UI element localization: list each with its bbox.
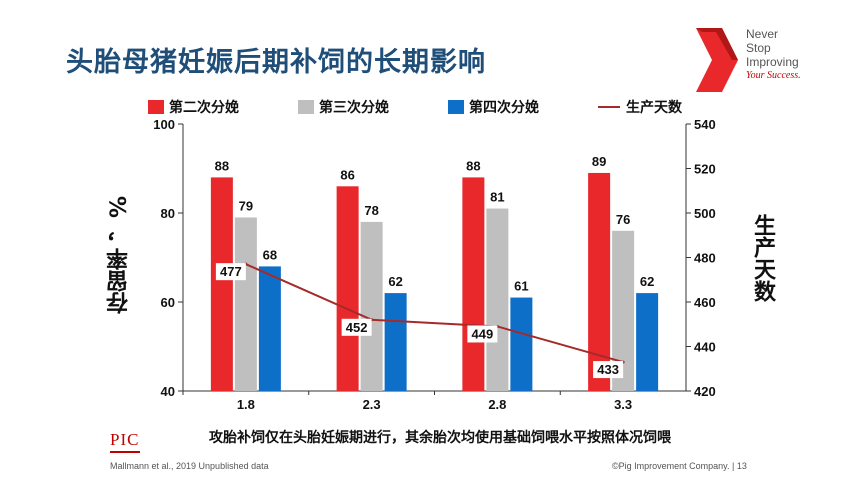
bar-series-2	[612, 230, 635, 391]
bar-data-label: 62	[388, 274, 402, 289]
bar-data-label: 76	[616, 212, 630, 227]
brand-line-1: Never	[746, 27, 779, 41]
brand-line-2: Stop	[746, 41, 771, 55]
bar-series-3	[636, 293, 659, 391]
legend-swatch	[148, 100, 164, 114]
y2-tick-label: 500	[694, 206, 716, 221]
bar-series-2	[234, 217, 257, 391]
pic-logo-underline	[110, 451, 140, 453]
line-label-bg	[215, 263, 246, 281]
pic-logo: PIC	[110, 430, 140, 449]
bar-series-3	[258, 266, 281, 391]
y-tick-label: 60	[161, 295, 175, 310]
y-tick-label: 40	[161, 384, 175, 399]
legend-item-series-3: 第四次分娩	[448, 97, 539, 117]
bar-data-label: 62	[640, 274, 654, 289]
y2-tick-label: 480	[694, 251, 716, 266]
legend-item-series-1: 第二次分娩	[148, 97, 239, 117]
legend-label: 第二次分娩	[169, 100, 239, 116]
bar-data-label: 61	[514, 279, 528, 294]
legend-line-swatch	[598, 106, 620, 108]
bar-series-2	[360, 221, 383, 391]
x-axis-label: 攻胎补饲仅在头胎妊娠期进行，其余胎次均使用基础饲喂水平按照体况饲喂	[209, 430, 671, 446]
bar-series-1	[462, 177, 485, 391]
bar-series-2	[486, 208, 509, 391]
legend-item-series-4: 生产天数	[598, 97, 682, 117]
x-tick-label: 3.3	[614, 397, 632, 412]
line-data-label: 433	[597, 362, 619, 377]
legend-label: 第三次分娩	[319, 100, 389, 116]
y2-axis-label: 生产天数	[750, 214, 775, 302]
y2-tick-label: 520	[694, 162, 716, 177]
line-label-bg	[341, 318, 372, 336]
bar-data-label: 88	[466, 158, 480, 173]
bar-data-label: 81	[490, 190, 504, 205]
bar-data-label: 79	[239, 198, 253, 213]
line-data-label: 449	[472, 326, 494, 341]
bar-series-1	[336, 186, 359, 391]
source-note: Mallmann et al., 2019 Unpublished data	[110, 461, 269, 471]
bar-series-1	[210, 177, 233, 391]
line-series-days	[245, 263, 624, 364]
x-tick-label: 2.8	[488, 397, 506, 412]
bar-data-label: 68	[263, 247, 277, 262]
bar-data-label: 89	[592, 154, 606, 169]
slide-title: 头胎母猪妊娠后期补饲的长期影响	[66, 47, 486, 78]
line-label-bg	[593, 361, 624, 379]
y-tick-label: 100	[153, 117, 175, 132]
pic-chevron-icon	[696, 28, 738, 92]
legend-swatch	[298, 100, 314, 114]
legend-swatch	[448, 100, 464, 114]
bar-series-3	[510, 297, 533, 391]
bar-series-1	[588, 172, 611, 391]
x-tick-label: 2.3	[363, 397, 381, 412]
bar-series-3	[384, 293, 407, 391]
legend-label: 生产天数	[626, 100, 682, 116]
line-label-bg	[467, 325, 498, 343]
bar-data-label: 78	[364, 203, 378, 218]
brand-slogan: Never Stop Improving Your Success.	[746, 27, 801, 83]
y2-tick-label: 420	[694, 384, 716, 399]
y2-tick-label: 460	[694, 295, 716, 310]
y-tick-label: 80	[161, 206, 175, 221]
x-tick-label: 1.8	[237, 397, 255, 412]
line-data-label: 477	[220, 264, 242, 279]
brand-line-3: Improving	[746, 55, 799, 69]
legend-item-series-2: 第三次分娩	[298, 97, 389, 117]
y2-tick-label: 440	[694, 340, 716, 355]
y2-tick-label: 540	[694, 117, 716, 132]
copyright-note: ©Pig Improvement Company. | 13	[612, 461, 747, 471]
bar-data-label: 86	[340, 167, 354, 182]
legend-label: 第四次分娩	[469, 100, 539, 116]
bar-data-label: 88	[215, 158, 229, 173]
brand-tagline: Your Success.	[746, 70, 801, 81]
line-data-label: 452	[346, 320, 368, 335]
